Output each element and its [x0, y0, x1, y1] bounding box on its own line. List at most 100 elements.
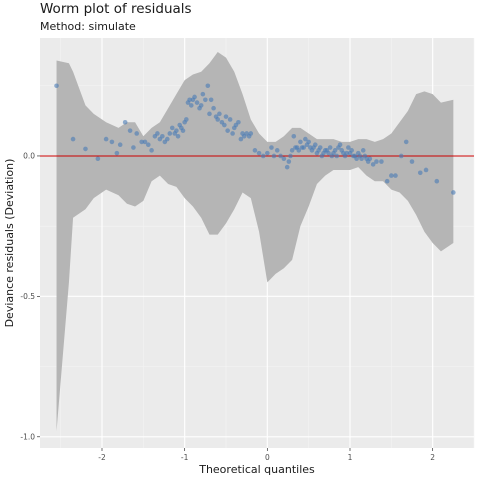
residual-point [337, 142, 343, 148]
residual-point [301, 145, 307, 150]
residual-point [238, 136, 244, 142]
residual-point [217, 111, 222, 117]
residual-point [167, 131, 173, 136]
residual-point [117, 142, 123, 148]
residual-point [317, 145, 323, 150]
residual-point [296, 148, 302, 153]
residual-point [83, 146, 88, 152]
residual-point [332, 148, 338, 153]
residual-points [54, 83, 456, 195]
x-axis-title: Theoretical quantiles [198, 463, 315, 476]
y-tick-label: -0.5 [20, 292, 35, 301]
residual-point [334, 153, 340, 159]
residual-point [192, 94, 197, 100]
residual-point [291, 133, 297, 139]
residual-point [367, 156, 373, 162]
residual-point [70, 136, 76, 142]
residual-point [271, 153, 277, 159]
x-tick-label: 0 [265, 453, 270, 462]
residual-point [200, 91, 206, 97]
residual-point [134, 131, 140, 136]
chart-title: Worm plot of residuals [40, 1, 192, 17]
x-tick-label: -2 [98, 453, 106, 462]
residual-point [227, 117, 233, 122]
residual-point [274, 148, 280, 153]
residual-point [155, 131, 160, 136]
residual-point [54, 83, 59, 89]
residual-point [203, 97, 208, 103]
x-axis-ticks: -2 -1 0 1 2 [98, 448, 435, 462]
residual-point [169, 125, 175, 131]
residual-point [434, 178, 440, 184]
residual-point [142, 139, 148, 145]
residual-point [145, 142, 151, 148]
residual-point [207, 111, 212, 117]
residual-point [403, 139, 409, 145]
residual-point [109, 139, 115, 145]
residual-point [451, 190, 456, 195]
residual-point [174, 128, 179, 133]
residual-point [248, 131, 254, 136]
residual-point [230, 131, 235, 136]
residual-point [160, 133, 165, 139]
residual-point [256, 150, 262, 156]
residual-point [114, 150, 120, 156]
residual-point [215, 117, 221, 122]
confidence-band [56, 52, 454, 432]
y-axis-title: Deviance residuals (Deviation) [3, 159, 16, 328]
residual-point [198, 103, 204, 108]
residual-point [303, 136, 308, 142]
residual-point [236, 119, 241, 125]
residual-point [289, 148, 295, 153]
residual-point [298, 139, 303, 145]
residual-point [131, 145, 136, 150]
y-tick-label: 0.0 [23, 152, 35, 161]
residual-point [278, 153, 283, 159]
residual-point [184, 117, 189, 122]
residual-point [265, 150, 270, 156]
residual-point [95, 156, 101, 162]
residual-point [260, 153, 266, 159]
residual-point [312, 142, 318, 148]
residual-point [269, 145, 274, 150]
residual-point [194, 100, 200, 105]
plot-panel [40, 38, 474, 448]
residual-point [208, 97, 214, 103]
residual-point [374, 159, 379, 164]
residual-point [205, 83, 211, 89]
residual-point [127, 128, 133, 133]
residual-point [284, 164, 290, 170]
residual-point [225, 128, 230, 133]
residual-point [306, 139, 311, 145]
residual-point [389, 173, 394, 178]
residual-point [326, 150, 331, 156]
residual-point [252, 148, 258, 153]
residual-point [409, 159, 415, 164]
residual-point [354, 156, 359, 162]
residual-point [359, 156, 364, 162]
y-axis-ticks: -1.0 -0.5 0.0 [20, 152, 40, 441]
residual-point [370, 162, 376, 167]
residual-point [346, 145, 351, 150]
residual-point [187, 97, 192, 103]
residual-point [188, 103, 194, 108]
residual-point [223, 114, 229, 119]
residual-point [393, 173, 398, 178]
residual-point [384, 178, 390, 184]
residual-point [288, 153, 293, 159]
residual-point [327, 145, 333, 150]
residual-point [360, 148, 366, 153]
residual-point [139, 139, 144, 145]
residual-point [281, 156, 287, 162]
residual-point [344, 150, 349, 156]
chart-subtitle: Method: simulate [40, 20, 136, 33]
residual-point [222, 122, 227, 128]
residual-point [379, 159, 384, 164]
x-tick-label: -1 [181, 453, 189, 462]
residual-point [175, 133, 181, 139]
residual-point [286, 159, 292, 164]
residual-point [349, 148, 354, 153]
residual-point [122, 119, 128, 125]
residual-point [180, 128, 186, 133]
x-tick-label: 1 [348, 453, 353, 462]
